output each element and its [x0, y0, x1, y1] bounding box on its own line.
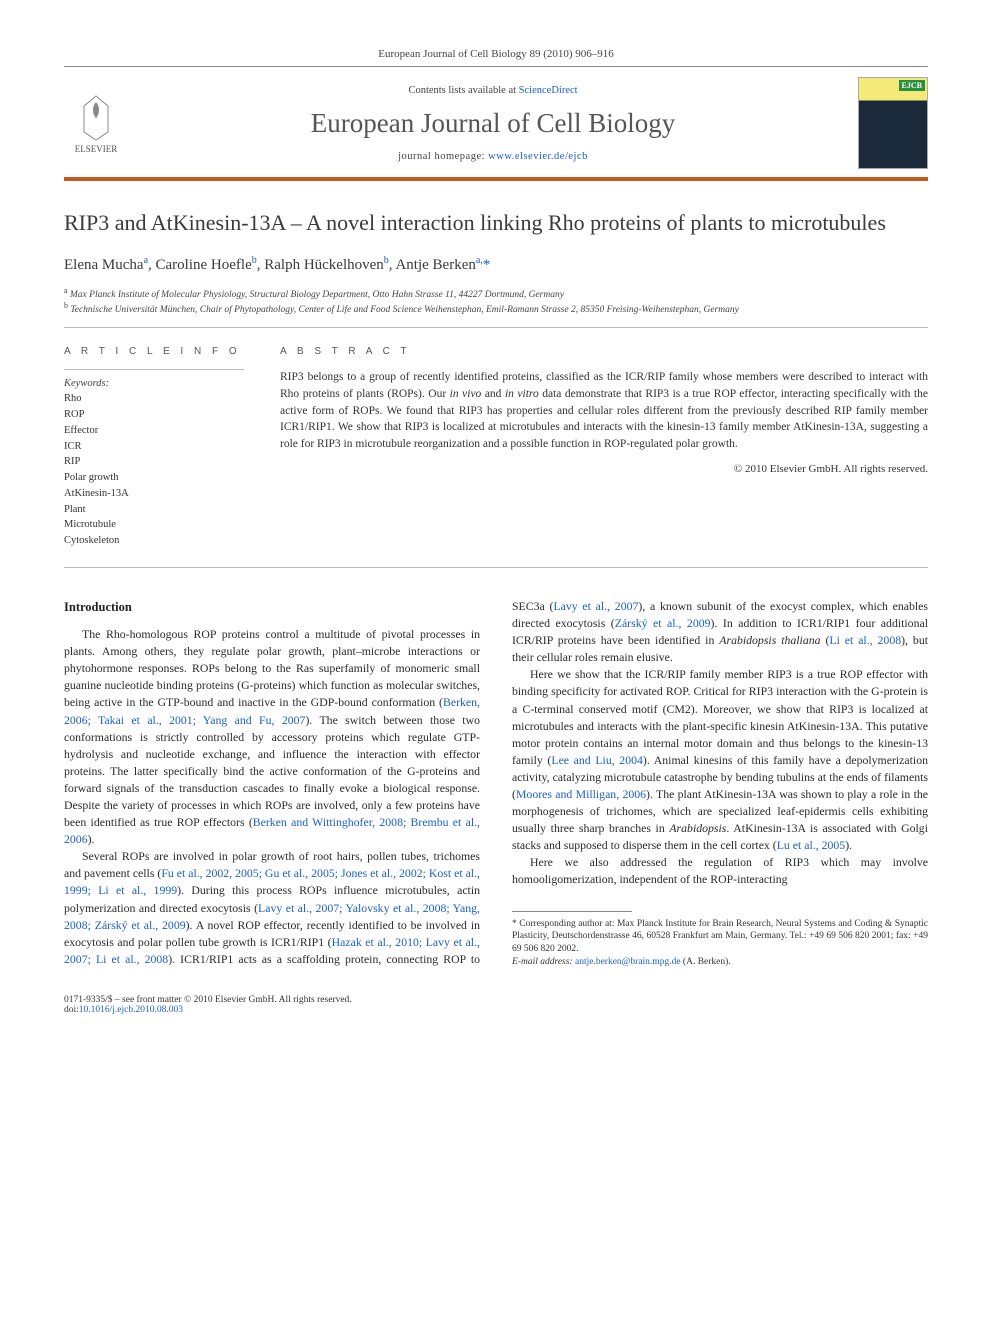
abstract-text: RIP3 belongs to a group of recently iden…: [280, 369, 928, 452]
homepage-link[interactable]: www.elsevier.de/ejcb: [488, 151, 588, 162]
authors-line: Elena Muchaa, Caroline Hoefleb, Ralph Hü…: [64, 255, 928, 274]
journal-header: ELSEVIER Contents lists available at Sci…: [64, 66, 928, 181]
citation-link[interactable]: Li et al., 2008: [829, 633, 901, 647]
affiliations: a Max Planck Institute of Molecular Phys…: [64, 286, 928, 329]
affiliation-b: Technische Universität München, Chair of…: [70, 306, 739, 316]
citation-link[interactable]: Moores and Milligan, 2006: [516, 787, 646, 801]
footnote-separator: [512, 911, 632, 912]
journal-reference: European Journal of Cell Biology 89 (201…: [64, 48, 928, 60]
citation-link[interactable]: Lu et al., 2005: [777, 838, 845, 852]
abstract-heading: A B S T R A C T: [280, 346, 928, 357]
keywords-label: Keywords:: [64, 378, 244, 389]
article-info-block: A R T I C L E I N F O Keywords: RhoROPEf…: [64, 346, 244, 549]
email-line: E-mail address: antje.berken@brain.mpg.d…: [512, 956, 928, 969]
article-body: Introduction The Rho-homologous ROP prot…: [64, 598, 928, 969]
article-info-heading: A R T I C L E I N F O: [64, 346, 244, 357]
issn-line: 0171-9335/$ – see front matter © 2010 El…: [64, 995, 352, 1005]
journal-homepage: journal homepage: www.elsevier.de/ejcb: [148, 151, 838, 162]
introduction-heading: Introduction: [64, 598, 480, 616]
citation-link[interactable]: Lee and Liu, 2004: [551, 753, 643, 767]
citation-link[interactable]: Zárský et al., 2009: [615, 616, 711, 630]
doi-link[interactable]: 10.1016/j.ejcb.2010.08.003: [79, 1005, 183, 1015]
contents-available: Contents lists available at ScienceDirec…: [148, 85, 838, 96]
body-paragraph: Here we also addressed the regulation of…: [512, 854, 928, 888]
affiliation-a: Max Planck Institute of Molecular Physio…: [70, 290, 564, 300]
page-footer: 0171-9335/$ – see front matter © 2010 El…: [64, 995, 928, 1015]
article-title: RIP3 and AtKinesin-13A – A novel interac…: [64, 209, 928, 237]
elsevier-logo: ELSEVIER: [64, 87, 128, 159]
body-paragraph: The Rho-homologous ROP proteins control …: [64, 626, 480, 848]
abstract-block: A B S T R A C T RIP3 belongs to a group …: [280, 346, 928, 549]
keywords-list: RhoROPEffectorICRRIPPolar growthAtKinesi…: [64, 391, 244, 549]
footnotes: * Corresponding author at: Max Planck In…: [512, 918, 928, 969]
email-link[interactable]: antje.berken@brain.mpg.de: [575, 957, 681, 967]
journal-name: European Journal of Cell Biology: [148, 108, 838, 139]
body-paragraph: Here we show that the ICR/RIP family mem…: [512, 666, 928, 854]
citation-link[interactable]: Lavy et al., 2007: [553, 599, 638, 613]
sciencedirect-link[interactable]: ScienceDirect: [519, 85, 578, 96]
abstract-copyright: © 2010 Elsevier GmbH. All rights reserve…: [280, 463, 928, 475]
corresponding-author-note: * Corresponding author at: Max Planck In…: [512, 918, 928, 956]
journal-cover-thumbnail: EJCB: [858, 77, 928, 169]
